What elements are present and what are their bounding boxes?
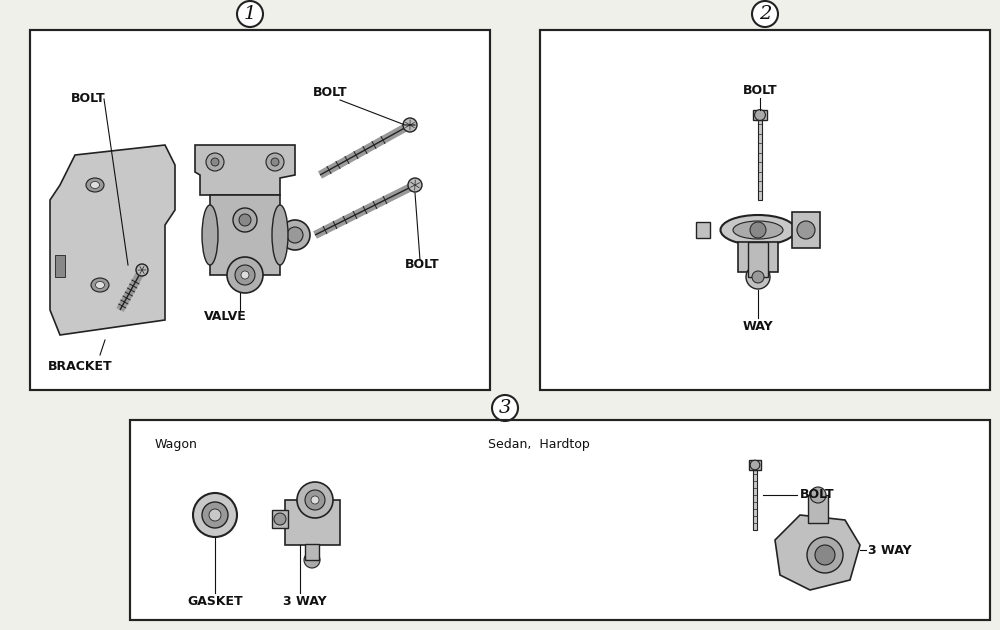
Bar <box>210 195 280 275</box>
Circle shape <box>403 118 417 132</box>
Bar <box>130 420 990 620</box>
Circle shape <box>193 493 237 537</box>
Text: VALVE: VALVE <box>204 310 246 323</box>
Bar <box>749 460 761 470</box>
Circle shape <box>305 490 325 510</box>
Circle shape <box>271 158 279 166</box>
Text: BOLT: BOLT <box>71 91 105 105</box>
Circle shape <box>209 509 221 521</box>
Bar <box>130 420 990 620</box>
Circle shape <box>750 460 760 470</box>
Circle shape <box>287 227 303 243</box>
Circle shape <box>211 158 219 166</box>
Bar <box>753 470 757 530</box>
Bar <box>748 242 768 277</box>
Text: Wagon: Wagon <box>155 438 198 451</box>
Circle shape <box>233 208 257 232</box>
Bar <box>305 544 319 560</box>
Circle shape <box>202 502 228 528</box>
Ellipse shape <box>86 178 104 192</box>
Circle shape <box>280 220 310 250</box>
Bar <box>808 495 828 523</box>
Ellipse shape <box>720 215 796 245</box>
Text: 3 WAY: 3 WAY <box>283 595 327 608</box>
Bar <box>30 30 490 390</box>
Circle shape <box>311 496 319 504</box>
Text: BOLT: BOLT <box>313 86 347 100</box>
Text: BOLT: BOLT <box>800 488 835 501</box>
Circle shape <box>136 264 148 276</box>
Circle shape <box>752 271 764 283</box>
Bar <box>272 510 288 528</box>
Text: BRACKET: BRACKET <box>48 360 112 373</box>
Circle shape <box>239 214 251 226</box>
Circle shape <box>807 537 843 573</box>
Text: BOLT: BOLT <box>405 258 440 272</box>
Bar <box>758 120 762 200</box>
Circle shape <box>206 153 224 171</box>
Text: BOLT: BOLT <box>743 84 777 96</box>
Circle shape <box>492 395 518 421</box>
Circle shape <box>797 221 815 239</box>
Ellipse shape <box>733 221 783 239</box>
Circle shape <box>408 178 422 192</box>
Text: WAY: WAY <box>743 320 773 333</box>
Ellipse shape <box>91 278 109 292</box>
Circle shape <box>227 257 263 293</box>
Circle shape <box>241 271 249 279</box>
Bar <box>792 212 820 248</box>
Circle shape <box>752 1 778 27</box>
Bar <box>55 255 65 277</box>
Bar <box>540 30 990 390</box>
Polygon shape <box>775 515 860 590</box>
Polygon shape <box>195 145 295 195</box>
Circle shape <box>235 265 255 285</box>
Bar <box>285 500 340 545</box>
Circle shape <box>755 110 765 120</box>
Circle shape <box>810 487 826 503</box>
Text: 1: 1 <box>244 5 256 23</box>
Ellipse shape <box>96 282 104 289</box>
Circle shape <box>237 1 263 27</box>
Text: GASKET: GASKET <box>187 595 243 608</box>
Ellipse shape <box>272 205 288 265</box>
Circle shape <box>746 265 770 289</box>
Polygon shape <box>50 145 175 335</box>
Bar <box>696 222 710 238</box>
Text: 2: 2 <box>759 5 771 23</box>
Circle shape <box>274 513 286 525</box>
Circle shape <box>297 482 333 518</box>
Circle shape <box>815 545 835 565</box>
Bar <box>753 110 767 120</box>
Text: Sedan,  Hardtop: Sedan, Hardtop <box>488 438 590 451</box>
Bar <box>540 30 990 390</box>
Bar <box>738 242 778 272</box>
Text: 3 WAY: 3 WAY <box>868 544 912 556</box>
Circle shape <box>304 552 320 568</box>
Circle shape <box>266 153 284 171</box>
Text: 3: 3 <box>499 399 511 417</box>
Circle shape <box>750 222 766 238</box>
Ellipse shape <box>90 181 100 188</box>
Bar <box>30 30 490 390</box>
Ellipse shape <box>202 205 218 265</box>
